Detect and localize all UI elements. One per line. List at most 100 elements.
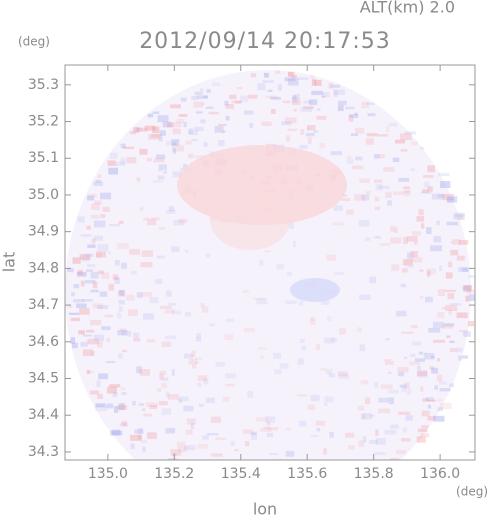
echo-cell	[407, 264, 414, 268]
echo-cell	[85, 370, 95, 373]
echo-cell	[129, 248, 140, 255]
echo-cell	[110, 430, 123, 436]
echo-cell	[361, 414, 366, 420]
echo-cell	[184, 249, 189, 253]
echo-cell	[91, 351, 95, 356]
echo-cell	[109, 152, 118, 159]
echo-cell	[418, 351, 423, 355]
echo-cell	[446, 196, 458, 203]
echo-cell	[257, 83, 266, 91]
echo-cell	[449, 340, 455, 343]
echo-cell	[192, 364, 197, 369]
echo-cell	[244, 327, 255, 333]
x-tick-label: 135.4	[221, 466, 261, 482]
echo-cell	[263, 72, 269, 78]
echo-cell	[428, 399, 436, 402]
echo-cell	[390, 424, 400, 429]
echo-cell	[394, 139, 406, 144]
echo-cell	[87, 338, 99, 345]
echo-cell	[104, 314, 114, 318]
echo-cell	[436, 220, 440, 226]
echo-cell	[303, 100, 312, 104]
echo-cell	[326, 254, 336, 261]
echo-cell	[164, 309, 175, 314]
echo-cell	[91, 203, 100, 210]
echo-cell	[385, 360, 394, 366]
echo-cell	[229, 94, 237, 99]
echo-cell	[121, 392, 127, 395]
echo-cell	[203, 142, 208, 147]
echo-cell	[420, 386, 424, 392]
echo-cell	[424, 181, 430, 188]
echo-cell	[245, 441, 250, 447]
echo-cell	[417, 366, 421, 371]
echo-cell	[399, 133, 412, 141]
echo-cell	[70, 317, 80, 322]
echo-cell	[422, 189, 430, 193]
echo-cell	[388, 397, 394, 405]
echo-cell	[359, 294, 371, 301]
echo-cell	[153, 158, 165, 163]
echo-cell	[375, 183, 383, 191]
echo-cell	[133, 332, 140, 339]
echo-cell	[390, 225, 395, 232]
echo-cell	[113, 406, 119, 413]
echo-cell	[411, 231, 422, 236]
echo-cell	[378, 185, 390, 189]
echo-cell	[112, 392, 118, 397]
echo-cell	[266, 433, 273, 437]
echo-cell	[364, 237, 371, 241]
echo-cell	[101, 272, 110, 279]
echo-cell	[403, 189, 411, 197]
echo-cell	[366, 133, 378, 137]
echo-cell	[337, 105, 344, 112]
echo-cell	[167, 393, 179, 400]
echo-cell	[378, 408, 390, 414]
echo-cell	[167, 458, 177, 460]
echo-cell	[122, 349, 127, 353]
echo-cell	[162, 377, 169, 382]
echo-cell	[251, 431, 257, 436]
echo-cell	[458, 240, 469, 245]
echo-cell	[72, 257, 81, 264]
echo-cell	[288, 71, 295, 77]
echo-cell	[287, 78, 299, 86]
echo-cell	[217, 124, 227, 127]
echo-cell	[159, 370, 167, 375]
echo-cell	[437, 407, 444, 412]
echo-cell	[197, 95, 209, 99]
echo-cell	[201, 306, 209, 313]
echo-cell	[117, 290, 126, 297]
echo-cell	[137, 127, 143, 132]
echo-cell	[208, 111, 219, 115]
x-unit: (deg)	[456, 485, 488, 499]
echo-cell	[327, 316, 332, 322]
echo-cell	[404, 382, 410, 390]
echo-cell	[68, 312, 80, 315]
echo-cell	[199, 88, 204, 92]
echo-cell	[341, 194, 348, 197]
echo-cell	[82, 299, 93, 302]
echo-cell	[203, 95, 208, 99]
echo-cell	[190, 422, 195, 430]
echo-cell	[209, 323, 215, 327]
echo-cell	[426, 227, 432, 235]
echo-cell	[291, 98, 301, 106]
echo-cell	[310, 434, 319, 438]
echo-cell	[388, 122, 398, 127]
echo-cell	[147, 432, 157, 439]
echo-cell	[333, 90, 338, 98]
echo-cell	[137, 434, 142, 440]
echo-cell	[387, 389, 399, 394]
echo-cell	[133, 127, 140, 133]
echo-cell	[143, 313, 154, 320]
echo-cell	[331, 84, 341, 88]
echo-cell	[116, 242, 129, 250]
echo-cell	[446, 335, 451, 339]
echo-cell	[84, 279, 96, 284]
echo-cell	[313, 130, 319, 133]
echo-cell	[297, 77, 309, 80]
echo-cell	[196, 333, 201, 339]
echo-cell	[119, 289, 125, 297]
echo-cell	[81, 257, 90, 262]
